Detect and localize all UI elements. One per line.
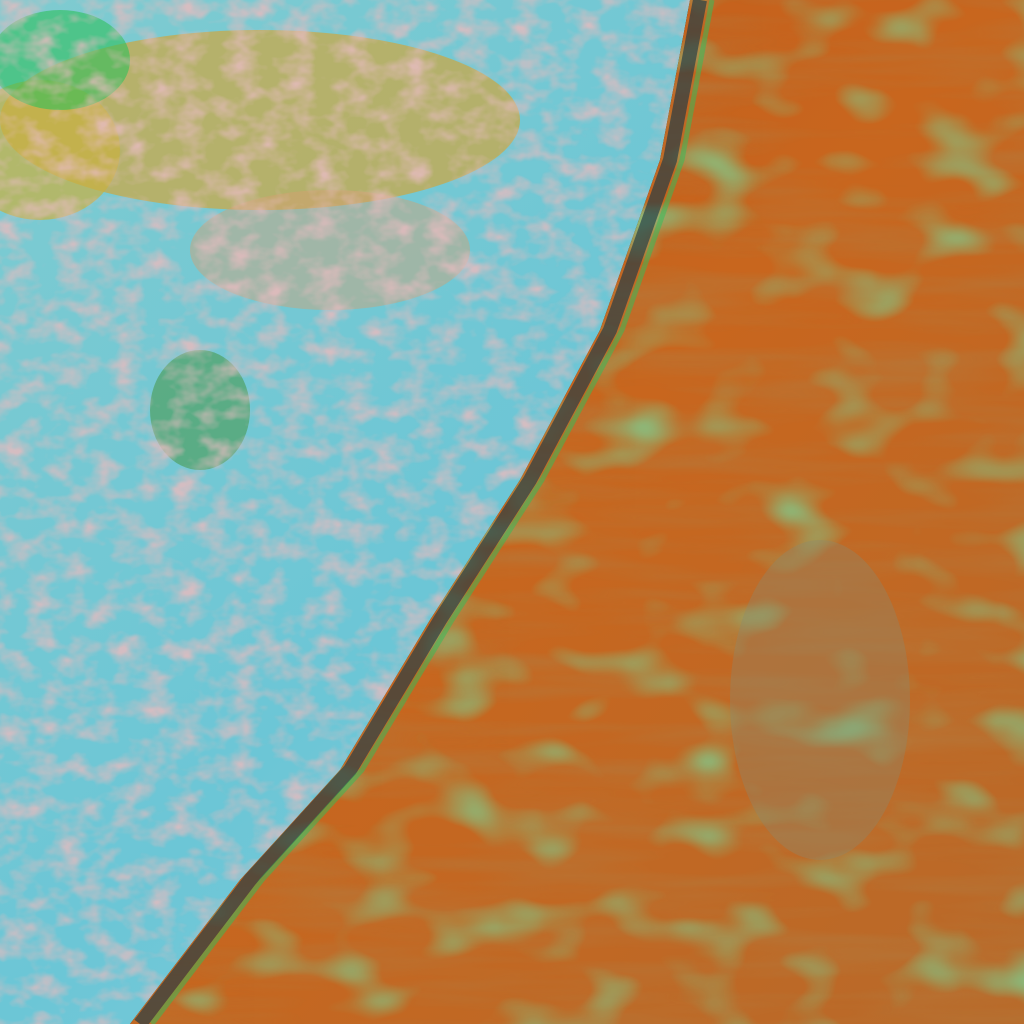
frontal-boundary: [134, 0, 707, 1024]
